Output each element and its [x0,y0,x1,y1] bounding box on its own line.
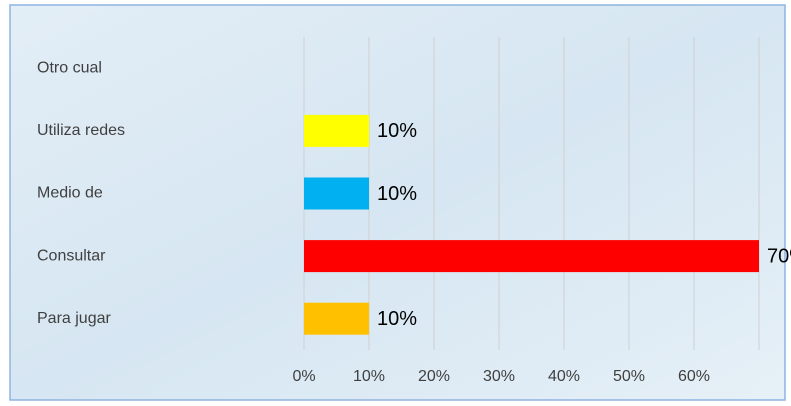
bar [304,114,369,147]
y-tick-label: Otro cual [37,60,102,77]
y-tick-label: Utiliza redes [37,122,125,139]
bar [304,177,369,210]
y-tick-label: Consultar [37,247,106,264]
bar [304,302,369,335]
data-label: 10% [377,308,417,330]
data-label: 70% [767,245,791,267]
y-tick-label: Para jugar [37,310,111,327]
x-tick-label: 20% [418,368,450,385]
data-label: 10% [377,120,417,142]
x-tick-label: 60% [678,368,710,385]
x-tick-label: 0% [292,368,315,385]
y-tick-label: Medio de [37,185,103,202]
data-label: 10% [377,183,417,205]
x-tick-label: 50% [613,368,645,385]
chart-area [9,4,786,401]
x-tick-label: 30% [483,368,515,385]
bar [304,240,759,273]
x-tick-label: 40% [548,368,580,385]
x-tick-label: 10% [353,368,385,385]
